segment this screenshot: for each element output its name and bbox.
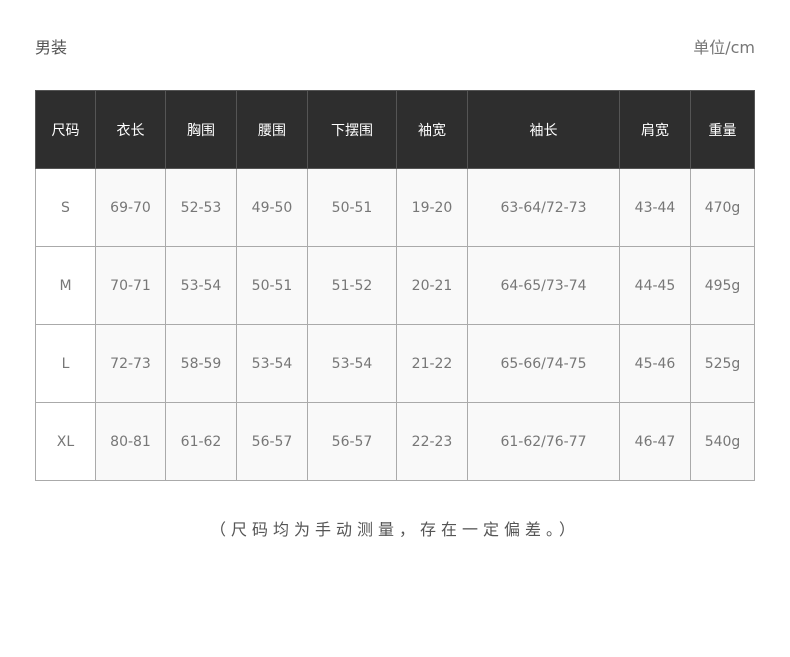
table-cell: 21-22 — [396, 324, 468, 403]
column-header: 胸围 — [165, 90, 237, 169]
table-cell: 540g — [690, 402, 755, 481]
column-header: 尺码 — [35, 90, 96, 169]
table-cell: 69-70 — [95, 168, 166, 247]
table-cell: 22-23 — [396, 402, 468, 481]
table-cell: 495g — [690, 246, 755, 325]
table-cell: 50-51 — [236, 246, 308, 325]
table-cell: 50-51 — [307, 168, 397, 247]
table-row: XL 80-81 61-62 56-57 56-57 22-23 61-62/76-77 46… — [35, 402, 755, 481]
table-cell: 45-46 — [619, 324, 691, 403]
column-header: 袖宽 — [396, 90, 468, 169]
table-cell: 20-21 — [396, 246, 468, 325]
column-header: 衣长 — [95, 90, 166, 169]
table-cell: 19-20 — [396, 168, 468, 247]
column-header: 袖长 — [467, 90, 620, 169]
table-cell: 525g — [690, 324, 755, 403]
table-cell: 72-73 — [95, 324, 166, 403]
table-cell: 64-65/73-74 — [467, 246, 620, 325]
table-cell: 70-71 — [95, 246, 166, 325]
table-cell: 56-57 — [307, 402, 397, 481]
table-cell: 51-52 — [307, 246, 397, 325]
table-header-row: 尺码 衣长 胸围 腰围 下摆围 袖宽 袖长 肩宽 重量 — [35, 90, 755, 169]
table-row: S 69-70 52-53 49-50 50-51 19-20 63-64/72-73 43-… — [35, 168, 755, 247]
column-header: 腰围 — [236, 90, 308, 169]
unit-label: 单位/cm — [693, 38, 755, 57]
table-cell: M — [35, 246, 96, 325]
table-row: M 70-71 53-54 50-51 51-52 20-21 64-65/73-74 44-… — [35, 246, 755, 325]
table-cell: 53-54 — [307, 324, 397, 403]
table-cell: 58-59 — [165, 324, 237, 403]
table-cell: 43-44 — [619, 168, 691, 247]
column-header: 重量 — [690, 90, 755, 169]
table-cell: 80-81 — [95, 402, 166, 481]
column-header: 肩宽 — [619, 90, 691, 169]
measurement-note: （尺码均为手动测量，存在一定偏差。） — [209, 520, 580, 539]
table-cell: XL — [35, 402, 96, 481]
table-cell: 61-62 — [165, 402, 237, 481]
table-cell: 44-45 — [619, 246, 691, 325]
table-cell: 53-54 — [236, 324, 308, 403]
table-cell: S — [35, 168, 96, 247]
table-cell: 49-50 — [236, 168, 308, 247]
table-cell: 56-57 — [236, 402, 308, 481]
table-cell: 63-64/72-73 — [467, 168, 620, 247]
table-row: L 72-73 58-59 53-54 53-54 21-22 65-66/74-75 45-… — [35, 324, 755, 403]
table-cell: 65-66/74-75 — [467, 324, 620, 403]
size-chart-table: 尺码 衣长 胸围 腰围 下摆围 袖宽 袖长 肩宽 重量 S 69-70 52-53 49-50 50-5… — [35, 90, 755, 481]
column-header: 下摆围 — [307, 90, 397, 169]
table-cell: 52-53 — [165, 168, 237, 247]
table-cell: L — [35, 324, 96, 403]
section-title: 男装 — [35, 38, 68, 57]
table-cell: 53-54 — [165, 246, 237, 325]
table-cell: 470g — [690, 168, 755, 247]
table-cell: 46-47 — [619, 402, 691, 481]
table-cell: 61-62/76-77 — [467, 402, 620, 481]
